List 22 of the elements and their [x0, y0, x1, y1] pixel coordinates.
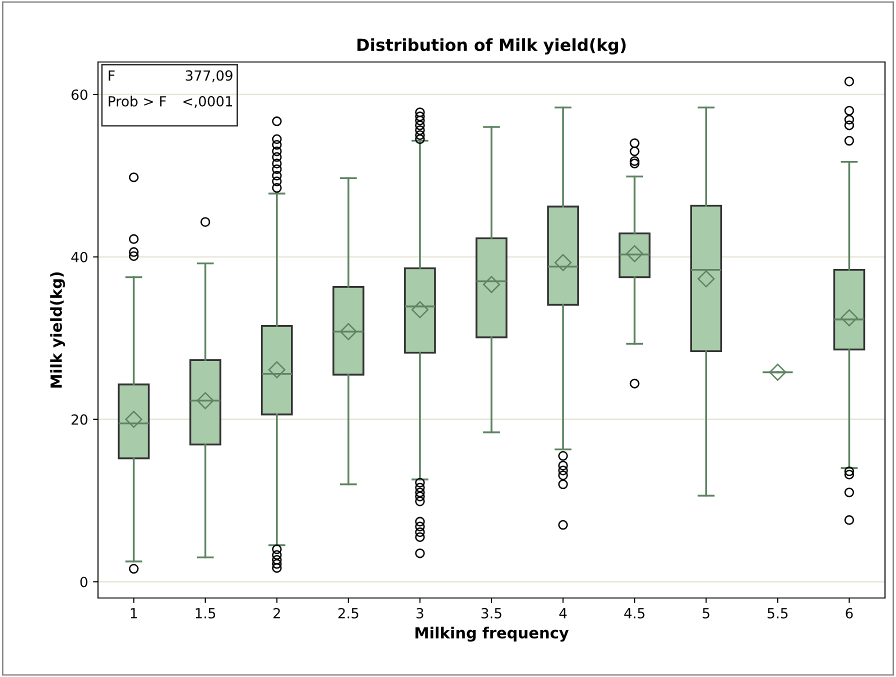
x-tick-label: 6	[846, 608, 853, 618]
annotation: F	[108, 70, 115, 81]
x-tick-label: 5	[702, 608, 710, 618]
chart-title: Distribution of Milk yield(kg)	[357, 38, 626, 54]
x-axis-title: Milking frequency	[415, 626, 569, 642]
y-tick-label: 40	[71, 252, 88, 262]
x-tick-label: 2.5	[338, 608, 358, 618]
annotation: 377,09	[186, 70, 232, 82]
y-tick-label: 60	[72, 89, 88, 100]
annotation: <,0001	[183, 96, 232, 108]
x-tick-label: 4.5	[624, 608, 644, 618]
annotation: Prob > F	[108, 96, 166, 107]
x-tick-label: 1.5	[196, 608, 216, 618]
x-tick-label: 1	[130, 608, 137, 618]
x-tick-label: 3	[416, 608, 424, 618]
x-tick-label: 2	[273, 608, 280, 618]
y-tick-label: 0	[80, 576, 88, 588]
x-tick-label: 5.5	[768, 608, 788, 618]
y-tick-label: 20	[72, 414, 88, 425]
x-tick-label: 4	[559, 608, 567, 618]
y-axis-title: Milk yield(kg)	[50, 272, 66, 388]
x-tick-label: 3.5	[482, 608, 502, 618]
